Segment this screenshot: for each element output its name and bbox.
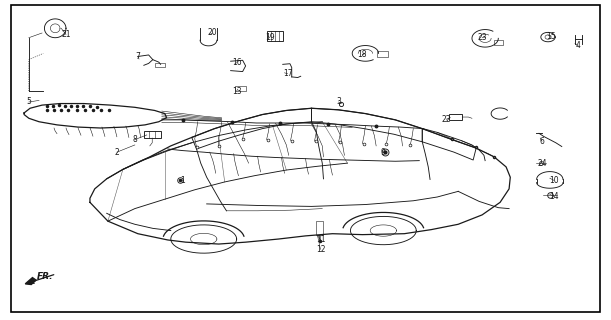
- Text: 2: 2: [114, 148, 119, 157]
- Text: 15: 15: [546, 32, 556, 41]
- Text: 16: 16: [232, 58, 241, 67]
- Text: 22: 22: [442, 115, 451, 124]
- Text: 19: 19: [265, 33, 274, 42]
- Bar: [235, 86, 246, 91]
- Text: 4: 4: [576, 41, 580, 50]
- Text: 24: 24: [537, 159, 547, 168]
- Text: 20: 20: [208, 28, 218, 37]
- Bar: [155, 63, 166, 67]
- Text: 12: 12: [316, 245, 325, 254]
- Text: 17: 17: [283, 69, 292, 78]
- Polygon shape: [25, 277, 36, 284]
- Text: 3: 3: [336, 98, 341, 107]
- Text: 7: 7: [136, 52, 141, 61]
- Bar: [449, 114, 463, 120]
- Text: 1: 1: [180, 176, 185, 185]
- Text: 21: 21: [61, 30, 71, 39]
- Text: 8: 8: [133, 135, 137, 144]
- Text: 10: 10: [549, 176, 559, 185]
- Text: FR.: FR.: [37, 272, 54, 281]
- Text: 23: 23: [477, 33, 487, 42]
- Bar: [144, 131, 161, 138]
- Bar: [378, 52, 388, 57]
- Bar: [266, 31, 284, 42]
- Text: 14: 14: [549, 192, 559, 201]
- Bar: [494, 40, 503, 44]
- Text: 18: 18: [357, 51, 367, 60]
- Bar: [316, 221, 323, 235]
- Text: 6: 6: [540, 137, 544, 146]
- Text: 5: 5: [26, 98, 31, 107]
- Text: 9: 9: [381, 148, 386, 157]
- Text: 11: 11: [316, 236, 325, 244]
- Text: 13: 13: [232, 86, 241, 95]
